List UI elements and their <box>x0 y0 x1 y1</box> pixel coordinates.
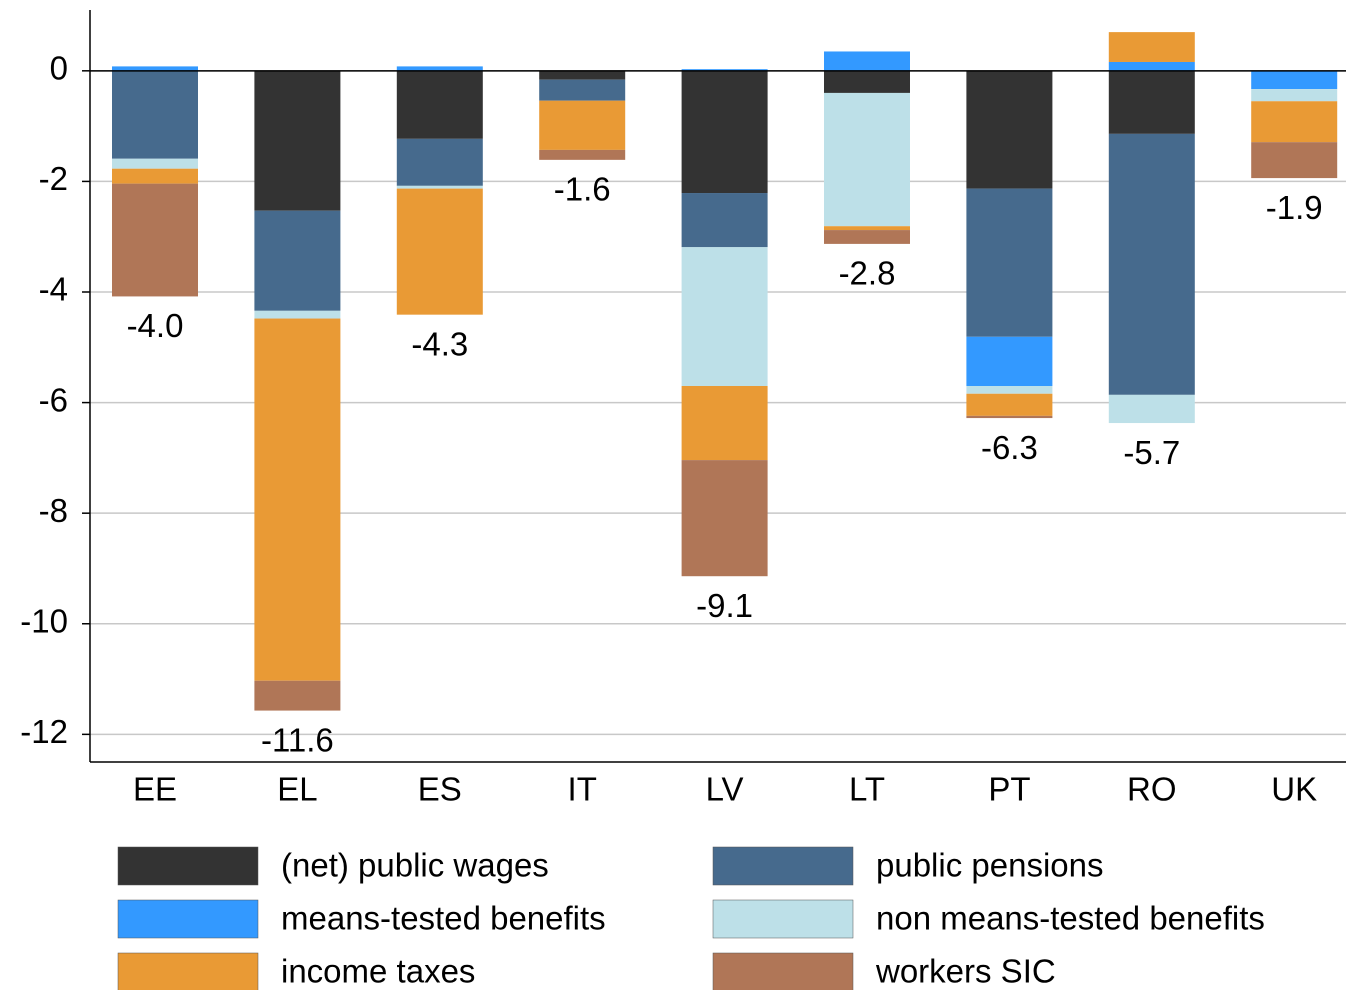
bar-segment <box>824 70 910 93</box>
y-tick-label: -8 <box>39 492 68 529</box>
legend-swatch <box>712 952 854 990</box>
bar-segment <box>1251 70 1338 90</box>
bar-segment <box>112 158 198 169</box>
y-tick-label: -4 <box>39 271 68 308</box>
bar-segment <box>824 92 910 227</box>
legend-swatch <box>712 846 854 886</box>
legend-label: workers SIC <box>875 953 1056 990</box>
bar-segment <box>396 138 483 186</box>
x-tick-label: ES <box>418 771 462 808</box>
total-label: -9.1 <box>696 587 753 624</box>
bar-segment <box>1251 89 1338 102</box>
bar-segment <box>1251 101 1338 143</box>
total-label: -5.7 <box>1123 434 1180 471</box>
legend-label: means-tested benefits <box>281 900 606 937</box>
y-tick-label: -12 <box>20 713 68 750</box>
legend-swatch <box>117 952 259 990</box>
bar-segment <box>539 100 626 150</box>
bar-segment <box>539 79 626 101</box>
legend-label: non means-tested benefits <box>876 900 1265 937</box>
bar-segment <box>1108 394 1195 424</box>
bar-segment <box>112 66 198 71</box>
bar-segment <box>254 70 341 211</box>
bar-segment <box>681 247 768 386</box>
x-tick-label: LT <box>849 771 885 808</box>
bar-segment <box>681 460 768 577</box>
x-tick-label: LV <box>706 771 744 808</box>
bar-segment <box>1251 142 1338 179</box>
total-label: -4.0 <box>127 307 184 344</box>
x-tick-label: RO <box>1127 771 1177 808</box>
bar-segment <box>681 193 768 248</box>
legend-swatch <box>712 899 854 939</box>
bar-segment <box>1108 70 1195 134</box>
bar-segment <box>966 393 1053 416</box>
legend-label: public pensions <box>876 847 1104 884</box>
bar-segment <box>824 226 910 231</box>
y-tick-label: -10 <box>20 602 68 639</box>
total-label: -1.6 <box>554 171 611 208</box>
bar-segment <box>966 415 1053 419</box>
bar-segment <box>396 66 483 71</box>
bar-segment <box>254 680 341 711</box>
bar-segment <box>966 336 1053 386</box>
total-label: -4.3 <box>411 325 468 362</box>
bar-segment <box>966 70 1053 189</box>
legend-label: (net) public wages <box>281 847 549 884</box>
bar-segment <box>254 310 341 319</box>
x-tick-label: EE <box>133 771 177 808</box>
x-tick-label: IT <box>568 771 597 808</box>
bar-segment <box>1108 61 1195 71</box>
bar-segment <box>396 188 483 315</box>
legend-label: income taxes <box>281 953 475 990</box>
y-tick-label: 0 <box>50 50 68 87</box>
bar-segment <box>824 230 910 244</box>
bar-segment <box>396 70 483 139</box>
y-tick-label: -2 <box>39 160 68 197</box>
total-label: -11.6 <box>261 721 334 758</box>
x-tick-label: EL <box>277 771 317 808</box>
legend-swatch <box>117 846 259 886</box>
bar-segment <box>396 185 483 189</box>
total-label: -6.3 <box>981 429 1038 466</box>
bar-segment <box>681 386 768 461</box>
bar-segment <box>254 318 341 681</box>
bar-segment <box>112 183 198 297</box>
bar-segment <box>966 188 1053 337</box>
bar-segment <box>681 70 768 194</box>
x-tick-label: UK <box>1271 771 1317 808</box>
bar-segment <box>824 51 910 71</box>
bar-segment <box>966 386 1053 394</box>
x-tick-label: PT <box>988 771 1030 808</box>
bar-segment <box>254 210 341 311</box>
legend-swatch <box>117 899 259 939</box>
total-label: -2.8 <box>839 255 896 292</box>
bar-segment <box>112 168 198 184</box>
bar-segment <box>681 69 768 71</box>
y-tick-label: -6 <box>39 381 68 418</box>
total-label: -1.9 <box>1266 189 1323 226</box>
bar-segment <box>539 149 626 160</box>
bar-segment <box>112 70 198 159</box>
bar-segment <box>1108 133 1195 395</box>
bar-segment <box>539 70 626 80</box>
bar-segment <box>1108 32 1195 62</box>
